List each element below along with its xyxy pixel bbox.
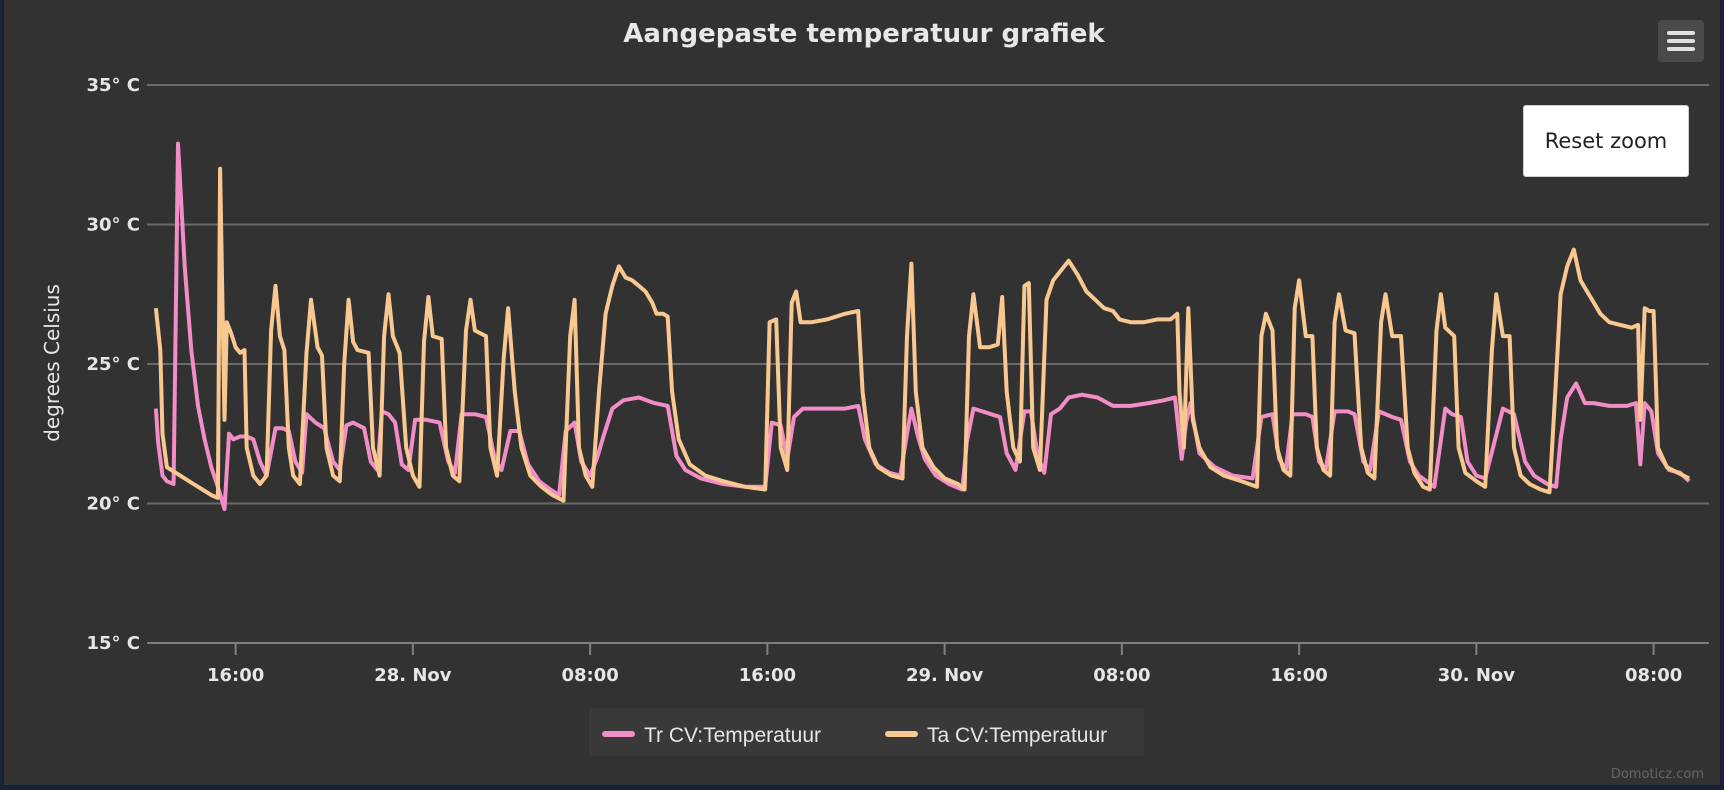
x-tick-label: 08:00 [1093,665,1150,686]
y-tick-label: 30° C [86,215,140,236]
hamburger-menu-icon [1667,47,1695,51]
x-axis-ticks: 16:00 28. Nov 08:00 16:00 29. Nov 08:00 16:00 3… [207,643,1682,686]
hamburger-menu-icon [1667,31,1695,35]
x-tick-label: 30. Nov [1438,665,1516,686]
chart-menu-button[interactable] [1658,20,1704,62]
x-tick-label: 16:00 [1270,665,1327,686]
legend-background [589,708,1144,756]
legend-item-tr[interactable]: Tr CV:Temperatuur [602,724,821,747]
y-axis-ticks: 35° C 30° C 25° C 20° C 15° C [86,75,140,654]
x-tick-label: 16:00 [739,665,796,686]
series-line-ta[interactable] [153,166,1691,503]
x-tick-label: 08:00 [561,665,618,686]
y-tick-label: 15° C [86,633,140,654]
x-tick-label: 16:00 [207,665,264,686]
hamburger-menu-icon [1667,39,1695,43]
x-tick-label: 28. Nov [374,665,452,686]
y-axis-label: degrees Celsius [40,284,64,442]
legend: Tr CV:Temperatuur Ta CV:Temperatuur [589,708,1144,756]
y-tick-label: 20° C [86,494,140,515]
y-gridlines [147,84,1709,505]
legend-label-ta: Ta CV:Temperatuur [927,724,1107,747]
credits-link[interactable]: Domoticz.com [1611,767,1704,782]
chart-canvas: Aangepaste temperatuur grafiek 35° C 30° … [40,19,1709,782]
y-tick-label: 25° C [86,354,140,375]
x-tick-label: 08:00 [1625,665,1682,686]
legend-item-ta[interactable]: Ta CV:Temperatuur [885,724,1107,747]
legend-label-tr: Tr CV:Temperatuur [644,724,821,747]
reset-zoom-button[interactable]: Reset zoom [1523,105,1689,177]
x-tick-label: 29. Nov [906,665,984,686]
series-layer [153,141,1691,512]
chart-title: Aangepaste temperatuur grafiek [623,19,1105,49]
y-tick-label: 35° C [86,75,140,96]
